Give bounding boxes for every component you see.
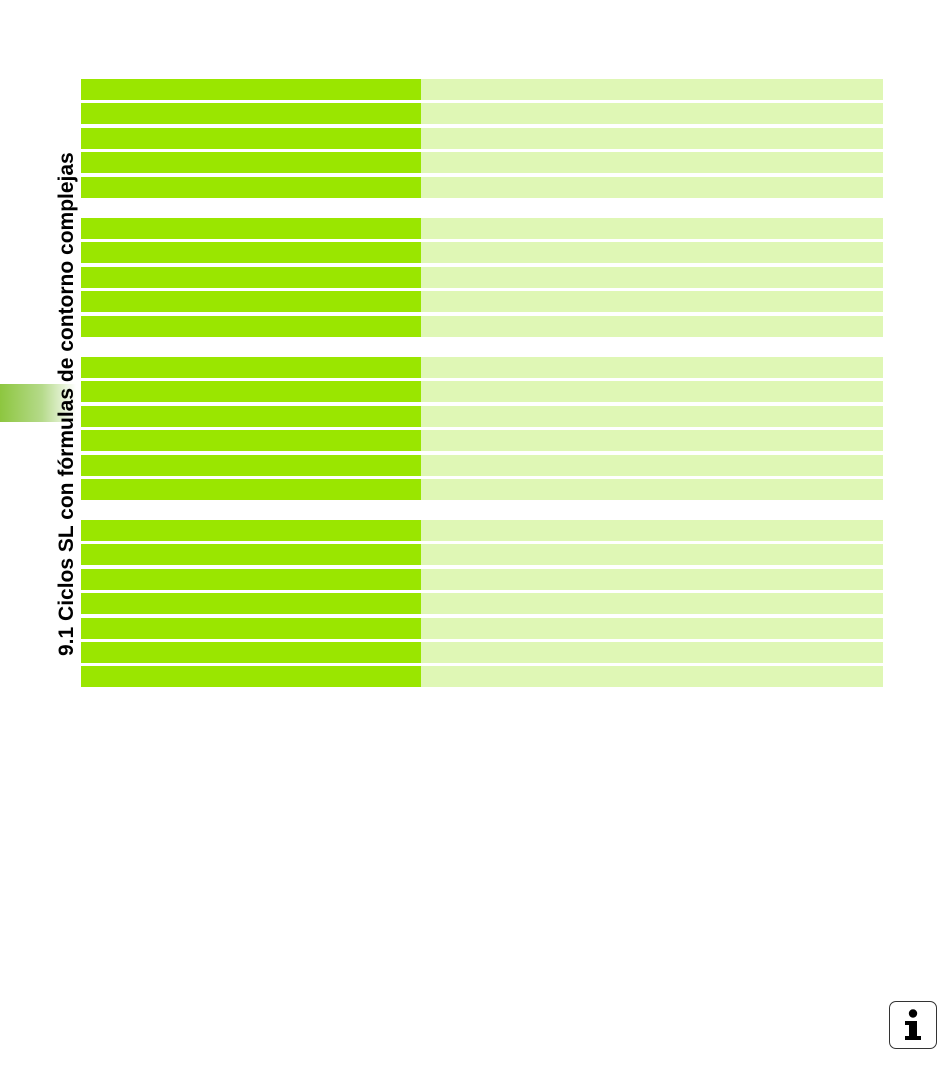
table-cell-left — [81, 544, 421, 566]
table-cell-right — [421, 218, 883, 239]
table-row — [81, 593, 883, 615]
table-cell-left — [81, 315, 421, 337]
table-row — [81, 454, 883, 476]
table-row — [81, 357, 883, 378]
table-cell-right — [421, 79, 883, 100]
table-cell-left — [81, 291, 421, 313]
table-row — [81, 617, 883, 639]
table-cell-right — [421, 430, 883, 452]
table-cell-left — [81, 357, 421, 378]
table-row — [81, 266, 883, 288]
table-group-2 — [81, 218, 883, 340]
table-cell-left — [81, 568, 421, 590]
table-cell-left — [81, 218, 421, 239]
table-cell-right — [421, 381, 883, 403]
table-cell-right — [421, 568, 883, 590]
table-cell-left — [81, 152, 421, 174]
table-row — [81, 568, 883, 590]
table-cell-right — [421, 617, 883, 639]
chapter-tab-marker — [0, 384, 76, 422]
info-glyph — [905, 1009, 921, 1040]
table-row — [81, 430, 883, 452]
table-row — [81, 291, 883, 313]
table-cell-right — [421, 641, 883, 663]
table-row — [81, 405, 883, 427]
table-group-1 — [81, 79, 883, 201]
table-cell-left — [81, 617, 421, 639]
table-cell-left — [81, 593, 421, 615]
table-row — [81, 478, 883, 500]
table-cell-left — [81, 478, 421, 500]
table-cell-left — [81, 103, 421, 125]
table-cell-right — [421, 666, 883, 688]
table-cell-right — [421, 544, 883, 566]
table-cell-right — [421, 593, 883, 615]
table-row — [81, 381, 883, 403]
table-row — [81, 152, 883, 174]
table-row — [81, 79, 883, 100]
table-cell-left — [81, 127, 421, 149]
table-cell-left — [81, 79, 421, 100]
table-row — [81, 242, 883, 264]
table-row — [81, 176, 883, 198]
table-cell-right — [421, 103, 883, 125]
table-row — [81, 315, 883, 337]
table-cell-left — [81, 266, 421, 288]
table-cell-left — [81, 454, 421, 476]
table-row — [81, 544, 883, 566]
table-row — [81, 666, 883, 688]
table-group-3 — [81, 357, 883, 503]
table-cell-left — [81, 176, 421, 198]
table-group-4 — [81, 520, 883, 691]
table-cell-right — [421, 291, 883, 313]
table-cell-right — [421, 127, 883, 149]
table-cell-right — [421, 242, 883, 264]
table-cell-left — [81, 666, 421, 688]
table-cell-right — [421, 405, 883, 427]
table-cell-left — [81, 430, 421, 452]
table-cell-left — [81, 242, 421, 264]
table-cell-left — [81, 641, 421, 663]
table-cell-right — [421, 454, 883, 476]
table-cell-right — [421, 315, 883, 337]
table-cell-right — [421, 478, 883, 500]
table-row — [81, 520, 883, 541]
info-icon — [889, 1001, 937, 1049]
table-row — [81, 103, 883, 125]
table-cell-left — [81, 381, 421, 403]
table-row — [81, 218, 883, 239]
table-cell-right — [421, 520, 883, 541]
table-cell-left — [81, 405, 421, 427]
table-cell-right — [421, 176, 883, 198]
table-cell-left — [81, 520, 421, 541]
section-title: 9.1 Ciclos SL con fórmulas de contorno c… — [55, 152, 78, 656]
table-cell-right — [421, 152, 883, 174]
table-cell-right — [421, 266, 883, 288]
table-row — [81, 641, 883, 663]
table-row — [81, 127, 883, 149]
table-cell-right — [421, 357, 883, 378]
